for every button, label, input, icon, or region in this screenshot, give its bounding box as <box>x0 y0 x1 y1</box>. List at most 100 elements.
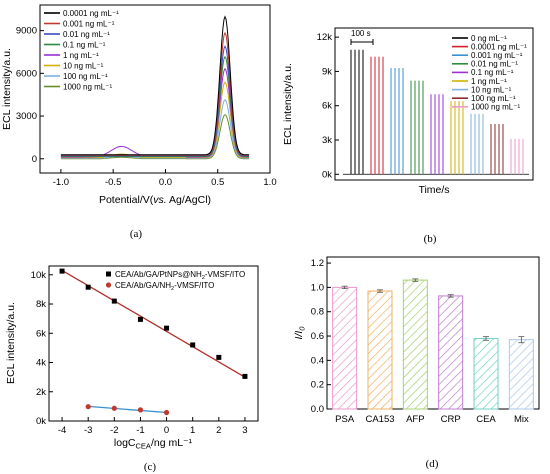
panel-b-ytick-label: 9k <box>322 66 332 77</box>
panel-b-ytick-label: 3k <box>322 135 332 146</box>
panel-d-label: (d) <box>426 458 439 470</box>
panel-d-bar <box>438 295 464 410</box>
panel-c-point <box>164 325 170 331</box>
panel-a-legend-label: 10 ng mL⁻¹ <box>63 62 104 71</box>
panel-d-ytick-label: 1.0 <box>311 282 324 293</box>
panel-a-legend-label: 100 ng mL⁻¹ <box>63 72 108 81</box>
panel-c-ylabel: ECL intensity/a.u. <box>5 302 17 384</box>
panel-a-frame <box>39 4 271 174</box>
panel-d-category-label: CRP <box>441 414 461 425</box>
panel-a-legend-label: 1000 ng mL⁻¹ <box>63 83 112 92</box>
panel-c-point <box>59 268 65 274</box>
panel-c-fit-line <box>61 269 246 378</box>
panel-c-point <box>163 409 170 416</box>
panel-c-point <box>137 316 143 322</box>
panel-a-xtick-label: -1.0 <box>53 177 69 188</box>
panel-a-ytick-label: 3000 <box>16 111 37 122</box>
panel-c-legend-label: CEA/Ab/GA/PtNPs@NH2-VMSF/ITO <box>115 270 245 281</box>
panel-c: 0k 2k 4k 6k 8k 10k -4 -3 -2 -1 0 1 2 3 CEA/Ab/GA/PtN… <box>5 265 259 473</box>
panel-c-frame <box>48 265 259 422</box>
panel-c-ytick-label: 8k <box>36 299 46 310</box>
panel-d-bar <box>402 279 428 410</box>
panel-a-label: (a) <box>130 228 143 240</box>
panel-b-legend-label: 0 ng mL⁻¹ <box>471 34 507 43</box>
panel-c-point <box>190 342 196 348</box>
panel-d-bar <box>508 339 534 410</box>
panel-a-series-line <box>60 45 250 157</box>
panel-d-ylabel: I/I0 <box>293 326 307 340</box>
panel-c-point <box>111 405 117 411</box>
panel-b-legend-label: 0.01 ng mL⁻¹ <box>471 60 518 69</box>
panel-b-ytick-label: 12k <box>317 32 333 43</box>
panel-b-ylabel: ECL intensity/a.u. <box>282 63 294 145</box>
panel-d-bar <box>367 290 393 410</box>
panel-c-ytick-label: 6k <box>36 328 46 339</box>
panel-a-series-line <box>60 81 250 159</box>
panel-c-xtick-label: 1 <box>190 425 195 436</box>
panel-c-point <box>111 298 117 304</box>
panel-c-legend-marker <box>106 271 111 277</box>
panel-c-legend-marker <box>105 282 112 288</box>
panel-c-xtick-label: -3 <box>84 425 92 436</box>
panel-c-ytick-label: 10k <box>31 270 47 281</box>
panel-c-legend-label: CEA/Ab/GA/NH2-VMSF/ITO <box>115 281 214 292</box>
panel-a-series-line <box>60 99 250 159</box>
panel-b: 0k 3k 6k 9k 12k 0 ng mL⁻¹0.0001 ng mL⁻¹0.001… <box>282 27 534 245</box>
panel-b-legend-label: 0.1 ng mL⁻¹ <box>471 68 514 77</box>
panel-a-xtick-label: 1.0 <box>263 177 276 188</box>
panel-b-legend-label: 0.001 ng mL⁻¹ <box>471 51 523 60</box>
scale-bar-label: 100 s <box>351 29 371 38</box>
panel-c-xtick-label: 0 <box>164 425 169 436</box>
panel-b-legend-label: 1 ng mL⁻¹ <box>471 77 507 86</box>
panel-b-legend-label: 100 ng mL⁻¹ <box>471 94 516 103</box>
panel-a-ylabel: ECL intensity/a.u. <box>1 48 13 130</box>
panel-a: 0 3000 6000 9000 -1.0 -0.5 0.0 0.5 1.0 0.0001 n… <box>1 4 277 240</box>
panel-a-xlabel: Potential/V(vs. Ag/AgCl) <box>99 194 211 206</box>
panel-d-bar <box>473 337 499 410</box>
panel-a-legend-label: 0.001 ng mL⁻¹ <box>63 20 115 29</box>
panel-d-ytick-label: 0.4 <box>311 355 324 366</box>
panel-d-ytick-label: 0.2 <box>311 380 324 391</box>
panel-c-label: (c) <box>144 461 157 473</box>
panel-d-category-label: Mix <box>514 414 529 425</box>
panel-a-xtick-label: 0.5 <box>211 177 224 188</box>
panel-a-series-line <box>60 55 250 157</box>
panel-a-legend-label: 0.1 ng mL⁻¹ <box>63 41 106 50</box>
panel-c-point <box>85 284 91 290</box>
panel-a-ytick-label: 9000 <box>16 26 37 37</box>
panel-d-bar <box>332 286 358 410</box>
panel-a-xtick-label: 0.0 <box>159 177 172 188</box>
panel-c-xtick-label: 3 <box>242 425 247 436</box>
panel-c-xtick-label: -1 <box>136 425 144 436</box>
panel-c-xtick-label: -4 <box>58 425 66 436</box>
panel-d-category-label: CA153 <box>365 414 394 425</box>
panel-c-point <box>137 407 144 413</box>
panel-d: 0.0 0.2 0.4 0.6 0.8 1.0 1.2 PSA CA153 AFP CRP CEA M… <box>293 256 540 470</box>
panel-d-ytick-label: 0.8 <box>311 307 324 318</box>
panel-a-legend-label: 0.0001 ng mL⁻¹ <box>63 9 119 18</box>
panel-b-legend-label: 10 ng mL⁻¹ <box>471 85 512 94</box>
panel-d-category-label: CEA <box>476 414 496 425</box>
panel-b-ytick-label: 0k <box>322 169 332 180</box>
panel-a-ytick-label: 0 <box>32 154 37 165</box>
panel-b-legend-label: 1000 ng mL⁻¹ <box>471 103 520 112</box>
panel-a-series-line <box>60 15 250 156</box>
panel-c-point <box>85 404 91 410</box>
panel-d-ytick-label: 1.2 <box>311 258 324 269</box>
panel-d-category-label: PSA <box>335 414 355 425</box>
panel-c-xtick-label: 2 <box>216 425 221 436</box>
panel-a-series-line <box>60 113 250 160</box>
panel-b-label: (b) <box>424 233 437 245</box>
panel-d-frame <box>326 256 540 410</box>
panel-d-ytick-label: 0.0 <box>311 404 324 415</box>
panel-c-ytick-label: 2k <box>36 387 46 398</box>
panel-b-frame <box>334 27 534 181</box>
panel-a-legend-label: 0.01 ng mL⁻¹ <box>63 30 110 39</box>
panel-b-xlabel: Time/s <box>418 184 449 196</box>
panel-c-ytick-label: 4k <box>36 358 46 369</box>
panel-b-legend-label: 0.0001 ng mL⁻¹ <box>471 42 527 51</box>
panel-c-point <box>242 373 248 379</box>
panel-a-xtick-label: -0.5 <box>105 177 121 188</box>
panel-a-ytick-label: 6000 <box>16 68 37 79</box>
